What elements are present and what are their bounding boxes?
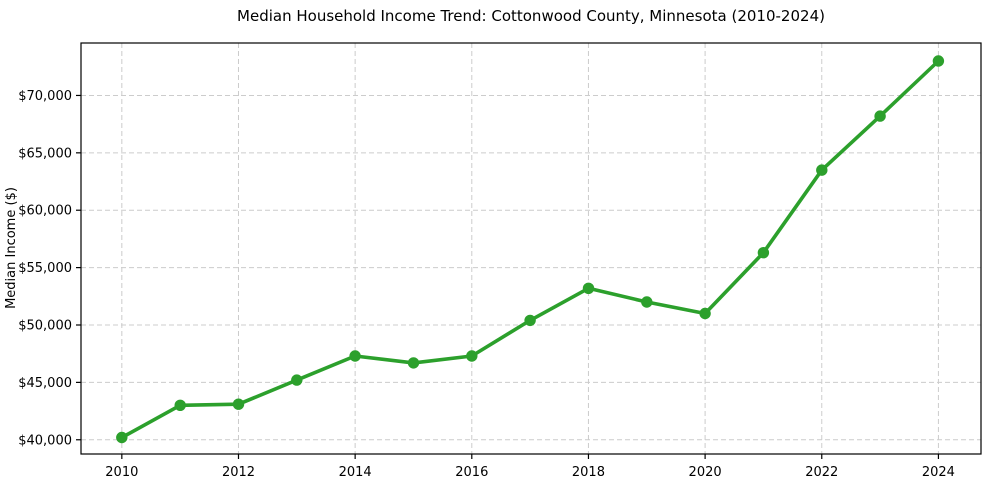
y-tick-label-65000: $65,000: [18, 146, 72, 161]
data-point-2018: [582, 282, 595, 294]
data-point-2017: [524, 314, 536, 327]
data-point-2015: [407, 357, 420, 369]
data-point-2013: [291, 374, 303, 386]
x-tick-label-2014: 2014: [339, 465, 372, 480]
data-point-2012: [232, 398, 245, 410]
data-point-2010: [116, 431, 128, 444]
y-axis-label: Median Income ($): [4, 187, 19, 309]
x-tick-label-2012: 2012: [222, 465, 255, 480]
x-tick-label-2018: 2018: [572, 465, 605, 480]
chart-title: Median Household Income Trend: Cottonwoo…: [237, 7, 825, 25]
x-tick-label-2020: 2020: [689, 465, 722, 480]
data-point-2011: [174, 399, 186, 411]
x-tick-label-2016: 2016: [455, 465, 488, 480]
data-point-2014: [349, 350, 361, 362]
data-point-2022: [816, 164, 828, 176]
y-tick-label-40000: $40,000: [18, 433, 72, 448]
x-tick-label-2010: 2010: [105, 465, 138, 480]
y-tick-label-60000: $60,000: [18, 204, 72, 219]
x-tick-label-2024: 2024: [922, 465, 955, 480]
x-tick-label-2022: 2022: [805, 465, 838, 480]
chart-plot-area: $40,000 $45,000 $50,000 $55,000 $60,000 $65,0…: [18, 42, 982, 480]
data-point-2020: [699, 307, 711, 320]
y-tick-label-45000: $45,000: [18, 376, 72, 391]
data-point-2023: [874, 110, 886, 122]
data-point-2019: [641, 296, 653, 308]
y-tick-label-50000: $50,000: [18, 318, 72, 333]
data-point-2021: [757, 247, 770, 259]
y-tick-label-55000: $55,000: [18, 261, 72, 276]
plot-border: [80, 42, 982, 455]
data-point-2016: [466, 350, 478, 362]
y-tick-label-70000: $70,000: [18, 89, 72, 104]
data-point-2024: [932, 55, 945, 67]
trend-line: [120, 59, 941, 440]
